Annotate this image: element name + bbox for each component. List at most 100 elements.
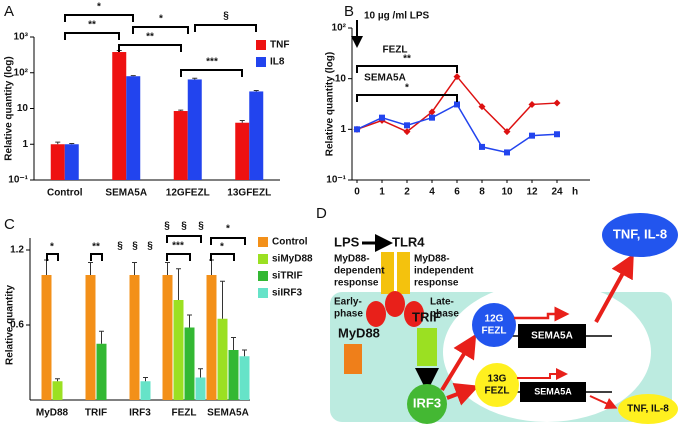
y-axis-label: Relative quantity (log) [325, 52, 336, 156]
y-tick-label: 10⁻¹ [8, 175, 28, 186]
bracket [210, 253, 235, 261]
bar [50, 144, 65, 180]
arrow [446, 383, 480, 406]
marker [478, 103, 486, 111]
annotation: § [164, 221, 170, 232]
annotation: * [405, 83, 409, 94]
bracket [356, 65, 458, 73]
bar [85, 275, 96, 400]
line [356, 103, 558, 154]
annotation: ** [403, 54, 411, 65]
domain [385, 291, 405, 317]
bar [126, 76, 141, 180]
x-tick-label: 24 [551, 187, 563, 198]
error-bar [130, 75, 136, 77]
label: phase [430, 309, 459, 320]
receptor-shape [397, 252, 410, 294]
y-tick-label: 10² [14, 67, 29, 78]
marker [454, 101, 460, 108]
bar [228, 350, 239, 400]
error-bar [176, 268, 181, 300]
label: response [334, 278, 379, 289]
bracket [356, 94, 458, 102]
arrow [589, 395, 618, 409]
error-bar [253, 89, 259, 92]
x-tick-label: Control [47, 188, 83, 199]
output-node [602, 213, 678, 257]
marker [429, 114, 435, 121]
error-bar [55, 378, 60, 382]
legend-label: siIRF3 [272, 288, 302, 299]
error-bar [165, 262, 170, 275]
annotation: § [198, 221, 204, 232]
arrow [594, 253, 634, 323]
marker [453, 73, 461, 81]
bar [112, 52, 127, 180]
bracket [118, 44, 182, 52]
bar [162, 275, 173, 400]
error-bar [220, 280, 225, 319]
y-tick-label: 10 [17, 103, 29, 114]
error-bar [69, 142, 75, 145]
legend-label: siMyD88 [272, 254, 313, 265]
arrow [517, 368, 568, 380]
x-tick-label: 0 [354, 187, 360, 198]
error-bar [132, 262, 137, 275]
annotation: * [97, 2, 101, 13]
label: TRIF [412, 309, 441, 324]
legend-swatch [258, 288, 268, 298]
label: response [414, 278, 459, 289]
fezl-node [472, 303, 516, 347]
error-bar [192, 77, 198, 80]
x-tick-label: 8 [479, 187, 485, 198]
arrow [514, 306, 570, 322]
panel-label: A [4, 3, 14, 20]
annotation: *** [172, 241, 184, 252]
annotation: § [181, 221, 187, 232]
legend-swatch [256, 40, 266, 50]
receptor: TLR4 [392, 234, 425, 249]
bar [235, 122, 250, 180]
marker [503, 128, 511, 136]
bar [249, 91, 264, 180]
x-tick-label: FEZL [172, 408, 197, 419]
error-bar [242, 349, 247, 357]
label: Late- [430, 297, 454, 308]
y-tick-label: 10³ [14, 32, 29, 43]
annotation: § [147, 241, 153, 252]
fezl-node [475, 363, 519, 407]
x-axis-label: h [572, 187, 578, 198]
marker [504, 149, 510, 156]
label: Early- [334, 297, 362, 308]
error-bar [231, 337, 236, 350]
label: MyD88- [414, 254, 450, 265]
marker [528, 100, 536, 108]
legend-label: TNF [270, 40, 289, 51]
bar [140, 381, 151, 400]
legend-label: siTRIF [272, 271, 303, 282]
label: IRF3 [413, 395, 441, 410]
label: SEMA5A [534, 386, 572, 396]
myd88-shape [344, 344, 362, 374]
x-tick-label: 13GFEZL [227, 188, 271, 199]
bar [96, 343, 107, 400]
label: FEZL [482, 326, 507, 337]
annotation: ** [92, 242, 100, 253]
marker [404, 122, 410, 129]
annotation: § [117, 241, 123, 252]
bar [173, 300, 184, 400]
marker [553, 99, 561, 107]
annotation: *** [206, 57, 218, 68]
label: TNF, IL-8 [627, 404, 669, 415]
x-tick-label: MyD88 [36, 408, 69, 419]
marker [554, 131, 560, 138]
bracket [64, 14, 134, 22]
y-tick-label: 10 [335, 73, 347, 84]
marker [479, 143, 485, 150]
marker [529, 132, 535, 139]
y-tick-label: 0.6 [10, 320, 24, 331]
y-axis-label: Relative quantity (log) [4, 56, 15, 160]
bar [187, 79, 202, 180]
bar [217, 318, 228, 400]
x-tick-label: 2 [404, 187, 410, 198]
